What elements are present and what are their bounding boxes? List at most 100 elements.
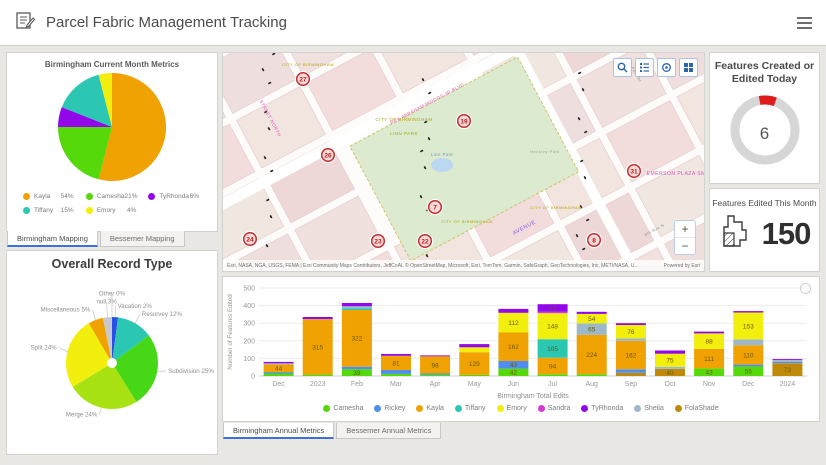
svg-text:Jul: Jul	[548, 381, 557, 388]
basemap-icon[interactable]	[679, 58, 698, 77]
map-marker[interactable]: 22	[416, 232, 434, 250]
map-marker[interactable]: 19	[455, 112, 473, 130]
annual-legend: Camesha Rickey Kayla Tiffany Emory Sandra TyRh…	[223, 405, 819, 412]
svg-text:26: 26	[324, 152, 332, 159]
svg-text:322: 322	[351, 336, 362, 343]
legend-item-tyrhonda[interactable]: TyRhonda	[581, 405, 623, 412]
tab-bessemer-annual-metrics[interactable]: Bessemer Annual Metrics	[336, 423, 442, 439]
svg-text:Nov: Nov	[703, 381, 716, 388]
legend-item-kayla[interactable]: Kayla	[416, 405, 444, 412]
map-marker[interactable]: 27	[294, 70, 312, 88]
record-type-pie-chart[interactable]: Vacation 2%Resurvey 12% Subdivision 25% Me…	[7, 271, 217, 449]
svg-text:129: 129	[469, 361, 480, 368]
features-today-gauge	[730, 95, 799, 165]
map-marker[interactable]: 8	[585, 231, 603, 249]
features-today-value: 6	[759, 124, 770, 143]
map-marker[interactable]: 7	[426, 198, 444, 216]
legend-item-emory[interactable]: Emory	[496, 405, 527, 412]
legend-swatch	[23, 207, 30, 214]
svg-text:Sep: Sep	[625, 381, 638, 388]
legend-item-sheila[interactable]: Sheila	[634, 405, 664, 412]
features-month-panel: Features Edited This Month 150	[709, 188, 820, 272]
svg-text:0: 0	[251, 374, 255, 381]
parcel-icon	[719, 213, 755, 254]
features-month-value: 150	[761, 215, 812, 251]
legend-item-emory[interactable]: Emory 4%	[85, 207, 149, 214]
svg-text:111: 111	[704, 356, 714, 363]
svg-text:500: 500	[243, 286, 255, 293]
page-title: Parcel Fabric Management Tracking	[46, 14, 287, 31]
svg-text:Number of Features Edited: Number of Features Edited	[227, 294, 234, 370]
tab-birmingham-annual-metrics[interactable]: Birmingham Annual Metrics	[223, 423, 335, 439]
svg-text:54: 54	[588, 316, 596, 323]
locate-icon[interactable]	[657, 58, 676, 77]
menu-icon[interactable]	[797, 16, 812, 29]
legend-item-tiffany[interactable]: Tiffany	[454, 405, 486, 412]
svg-text:2023: 2023	[310, 381, 326, 388]
map-panel[interactable]: CITY OF BIRMINGHAM CITY OF BIRMINGHAM LINN…	[222, 52, 705, 272]
legend-item-kayla[interactable]: Kayla 54%	[23, 193, 86, 200]
svg-text:148: 148	[547, 324, 558, 331]
map-label: LINN PARK	[390, 131, 418, 136]
svg-text:75: 75	[666, 358, 674, 365]
search-icon[interactable]	[613, 58, 632, 77]
map-marker[interactable]: 23	[369, 232, 387, 250]
tab-birmingham-mapping[interactable]: Birmingham Mapping	[7, 231, 98, 247]
svg-text:Feb: Feb	[351, 381, 363, 388]
annual-metrics-panel: 0 100 200 300 400 500 44 Dec 315 2023 39 322 Feb 81 Ma…	[222, 276, 820, 422]
map-toolbar	[613, 58, 698, 77]
annual-tabs: Birmingham Annual Metrics Bessemer Annual…	[223, 423, 443, 439]
map-canvas[interactable]: CITY OF BIRMINGHAM CITY OF BIRMINGHAM LINN…	[223, 53, 705, 272]
annual-bar-chart[interactable]: 0 100 200 300 400 500 44 Dec 315 2023 39 322 Feb 81 Ma…	[223, 280, 815, 404]
dashboard-icon	[14, 9, 36, 36]
legend-item-folashade[interactable]: FolaShade	[674, 405, 719, 412]
legend-item-sandra[interactable]: Sandra	[537, 405, 570, 412]
legend-swatch	[85, 193, 93, 200]
legend-item-tiffany[interactable]: Tiffany 15%	[23, 207, 86, 214]
features-month-title: Features Edited This Month	[712, 198, 817, 208]
legend-swatch	[323, 405, 331, 412]
legend-item-camesha[interactable]: Camesha	[323, 405, 363, 412]
map-label: CITY OF BIRMINGHAM	[375, 117, 432, 122]
svg-text:Vacation 2%: Vacation 2%	[118, 303, 153, 310]
tab-bessemer-mapping[interactable]: Bessemer Mapping	[99, 231, 185, 247]
legend-swatch	[85, 207, 93, 214]
map-zoom-control: + −	[674, 220, 696, 255]
svg-text:Other 0%: Other 0%	[99, 291, 126, 298]
zoom-in-button[interactable]: +	[675, 221, 695, 237]
legend-item-camesha[interactable]: Camesha 21%	[85, 193, 149, 200]
svg-text:22: 22	[421, 238, 429, 245]
svg-text:400: 400	[243, 303, 255, 310]
map-label: CITY OF BIRMINGHAM	[282, 62, 334, 67]
legend-swatch	[416, 405, 424, 412]
svg-text:162: 162	[625, 353, 636, 360]
legend-item-tyrhonda[interactable]: TyRhonda 6%	[148, 193, 211, 200]
map-label: Hensley Park	[530, 149, 560, 154]
features-today-title: Features Created or Edited Today	[714, 60, 815, 86]
legend-swatch	[148, 193, 156, 200]
legend-icon[interactable]	[635, 58, 654, 77]
svg-text:7: 7	[433, 204, 437, 211]
svg-text:94: 94	[549, 363, 557, 370]
record-type-panel: Overall Record Type Vacation 2% Resurvey …	[6, 250, 218, 455]
svg-text:44: 44	[275, 366, 283, 373]
svg-text:27: 27	[299, 76, 307, 83]
svg-text:Split 24%: Split 24%	[31, 345, 58, 352]
info-icon	[800, 283, 811, 294]
svg-text:112: 112	[508, 320, 519, 327]
svg-text:81: 81	[392, 360, 400, 367]
map-marker[interactable]: 31	[625, 162, 643, 180]
map-marker[interactable]: 24	[241, 230, 259, 248]
current-month-panel: Birmingham Current Month Metrics Kayla 54…	[6, 52, 218, 232]
svg-text:Mar: Mar	[390, 381, 403, 388]
current-month-pie-chart[interactable]	[7, 69, 217, 185]
svg-text:31: 31	[630, 168, 638, 175]
svg-text:39: 39	[353, 370, 361, 377]
svg-text:Merge 24%: Merge 24%	[66, 412, 98, 419]
map-marker[interactable]: 26	[319, 146, 337, 164]
map-attribution: Esri, NASA, NGA, USGS, FEMA | Esri Commu…	[223, 260, 704, 271]
map-label: CITY OF BIRMINGHAM	[441, 219, 493, 224]
legend-item-rickey[interactable]: Rickey	[374, 405, 405, 412]
zoom-out-button[interactable]: −	[675, 237, 695, 254]
svg-text:Apr: Apr	[430, 381, 442, 388]
